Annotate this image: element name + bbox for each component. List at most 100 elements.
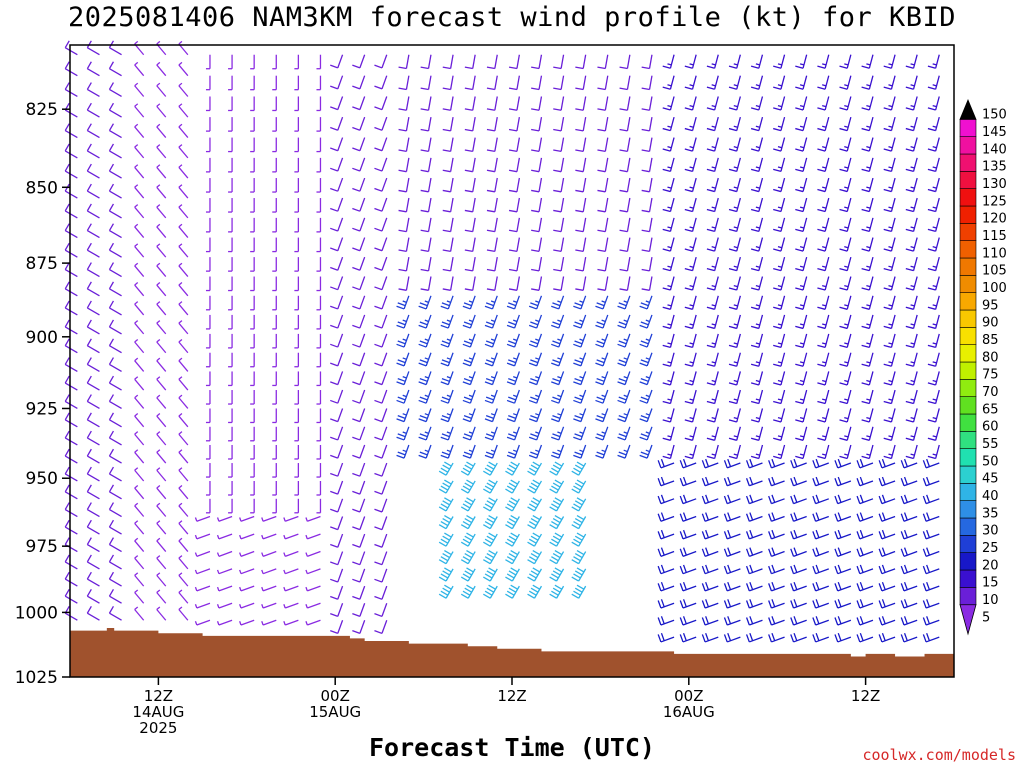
wind-barb [595, 389, 609, 404]
wind-barb [905, 75, 918, 90]
wind-barb [156, 320, 167, 335]
wind-barb [460, 479, 476, 494]
wind-barb [531, 137, 543, 153]
wind-barb [527, 497, 543, 512]
wind-barb [528, 371, 543, 386]
wind-barb [551, 295, 565, 310]
wind-barb [374, 462, 388, 477]
wind-barb [861, 389, 874, 405]
wind-barb [527, 479, 543, 494]
wind-barb [505, 584, 520, 599]
colorbar-label: 135 [982, 160, 1007, 175]
wind-barb [108, 300, 122, 316]
wind-barb [330, 568, 344, 583]
wind-barb [442, 75, 454, 91]
wind-barb [261, 515, 277, 522]
y-tick-label: 825 [26, 100, 58, 120]
wind-barb [272, 54, 277, 70]
wind-barb [839, 295, 852, 310]
wind-barb [597, 257, 609, 272]
wind-barb [305, 550, 321, 557]
wind-barb [619, 96, 631, 111]
wind-barb [228, 157, 233, 173]
colorbar-swatch [959, 257, 977, 276]
wind-barb [294, 96, 300, 112]
wind-barb [571, 514, 587, 530]
wind-barb [283, 568, 299, 575]
wind-barb [352, 568, 366, 583]
wind-barb [750, 444, 764, 460]
wind-barb [834, 512, 852, 522]
wind-barb [922, 529, 940, 540]
wind-barb [745, 529, 763, 540]
wind-barb [549, 514, 565, 530]
wind-barb [228, 444, 233, 460]
wind-barb [684, 75, 697, 90]
wind-barb [86, 143, 100, 159]
wind-barb [86, 242, 100, 258]
colorbar-label: 15 [982, 576, 999, 591]
wind-barb [178, 320, 189, 335]
wind-barb [657, 458, 675, 469]
wind-barb [878, 458, 896, 469]
wind-barb [330, 157, 344, 172]
wind-barb [706, 333, 719, 349]
wind-barb [483, 567, 498, 582]
wind-barb [483, 514, 498, 530]
wind-barb [294, 408, 300, 424]
wind-barb [420, 177, 432, 193]
colorbar-label: 100 [982, 281, 1007, 296]
wind-barb [745, 581, 763, 592]
colorbar-label: 80 [982, 350, 999, 365]
wind-barb [134, 589, 145, 604]
wind-barb [745, 494, 763, 505]
wind-barb [745, 564, 763, 575]
wind-barb [679, 564, 697, 575]
wind-barb [701, 458, 719, 469]
wind-barb [64, 242, 78, 258]
wind-barb [527, 461, 543, 476]
wind-barb [205, 408, 211, 424]
wind-barb [460, 497, 476, 512]
colorbar-swatch [959, 205, 977, 224]
wind-barb [723, 547, 741, 557]
wind-barb [773, 389, 786, 405]
wind-barb [156, 164, 167, 179]
wind-barb [571, 567, 587, 582]
wind-barb [571, 584, 587, 599]
wind-barb [662, 444, 675, 460]
wind-barb [239, 515, 255, 522]
wind-barb [374, 371, 388, 386]
wind-barb [272, 352, 277, 368]
wind-barb [878, 564, 896, 575]
wind-barb [316, 217, 322, 233]
wind-barb [922, 458, 940, 469]
wind-barb [156, 103, 167, 118]
wind-barb [728, 177, 741, 193]
wind-barb [701, 632, 719, 643]
wind-barb [178, 520, 189, 535]
wind-barb [773, 256, 786, 272]
wind-barb [750, 177, 764, 193]
colorbar-swatch [959, 119, 977, 137]
wind-barb [551, 444, 565, 459]
wind-barb [134, 320, 145, 335]
wind-barb [706, 256, 719, 272]
wind-barb [205, 54, 211, 70]
wind-barb [374, 408, 388, 423]
wind-barb [790, 476, 807, 487]
wind-barb [134, 204, 145, 219]
x-tick-label: 12Z [851, 687, 880, 705]
wind-barb [216, 550, 233, 557]
wind-barb [330, 137, 344, 152]
wind-barb [316, 371, 322, 387]
wind-barb [134, 502, 145, 517]
wind-barb [505, 497, 520, 512]
wind-barb [684, 352, 697, 367]
wind-barb [506, 333, 520, 348]
wind-barb [64, 357, 78, 373]
wind-barb [396, 333, 410, 348]
wind-barb [878, 616, 896, 626]
wind-barb [156, 412, 167, 428]
